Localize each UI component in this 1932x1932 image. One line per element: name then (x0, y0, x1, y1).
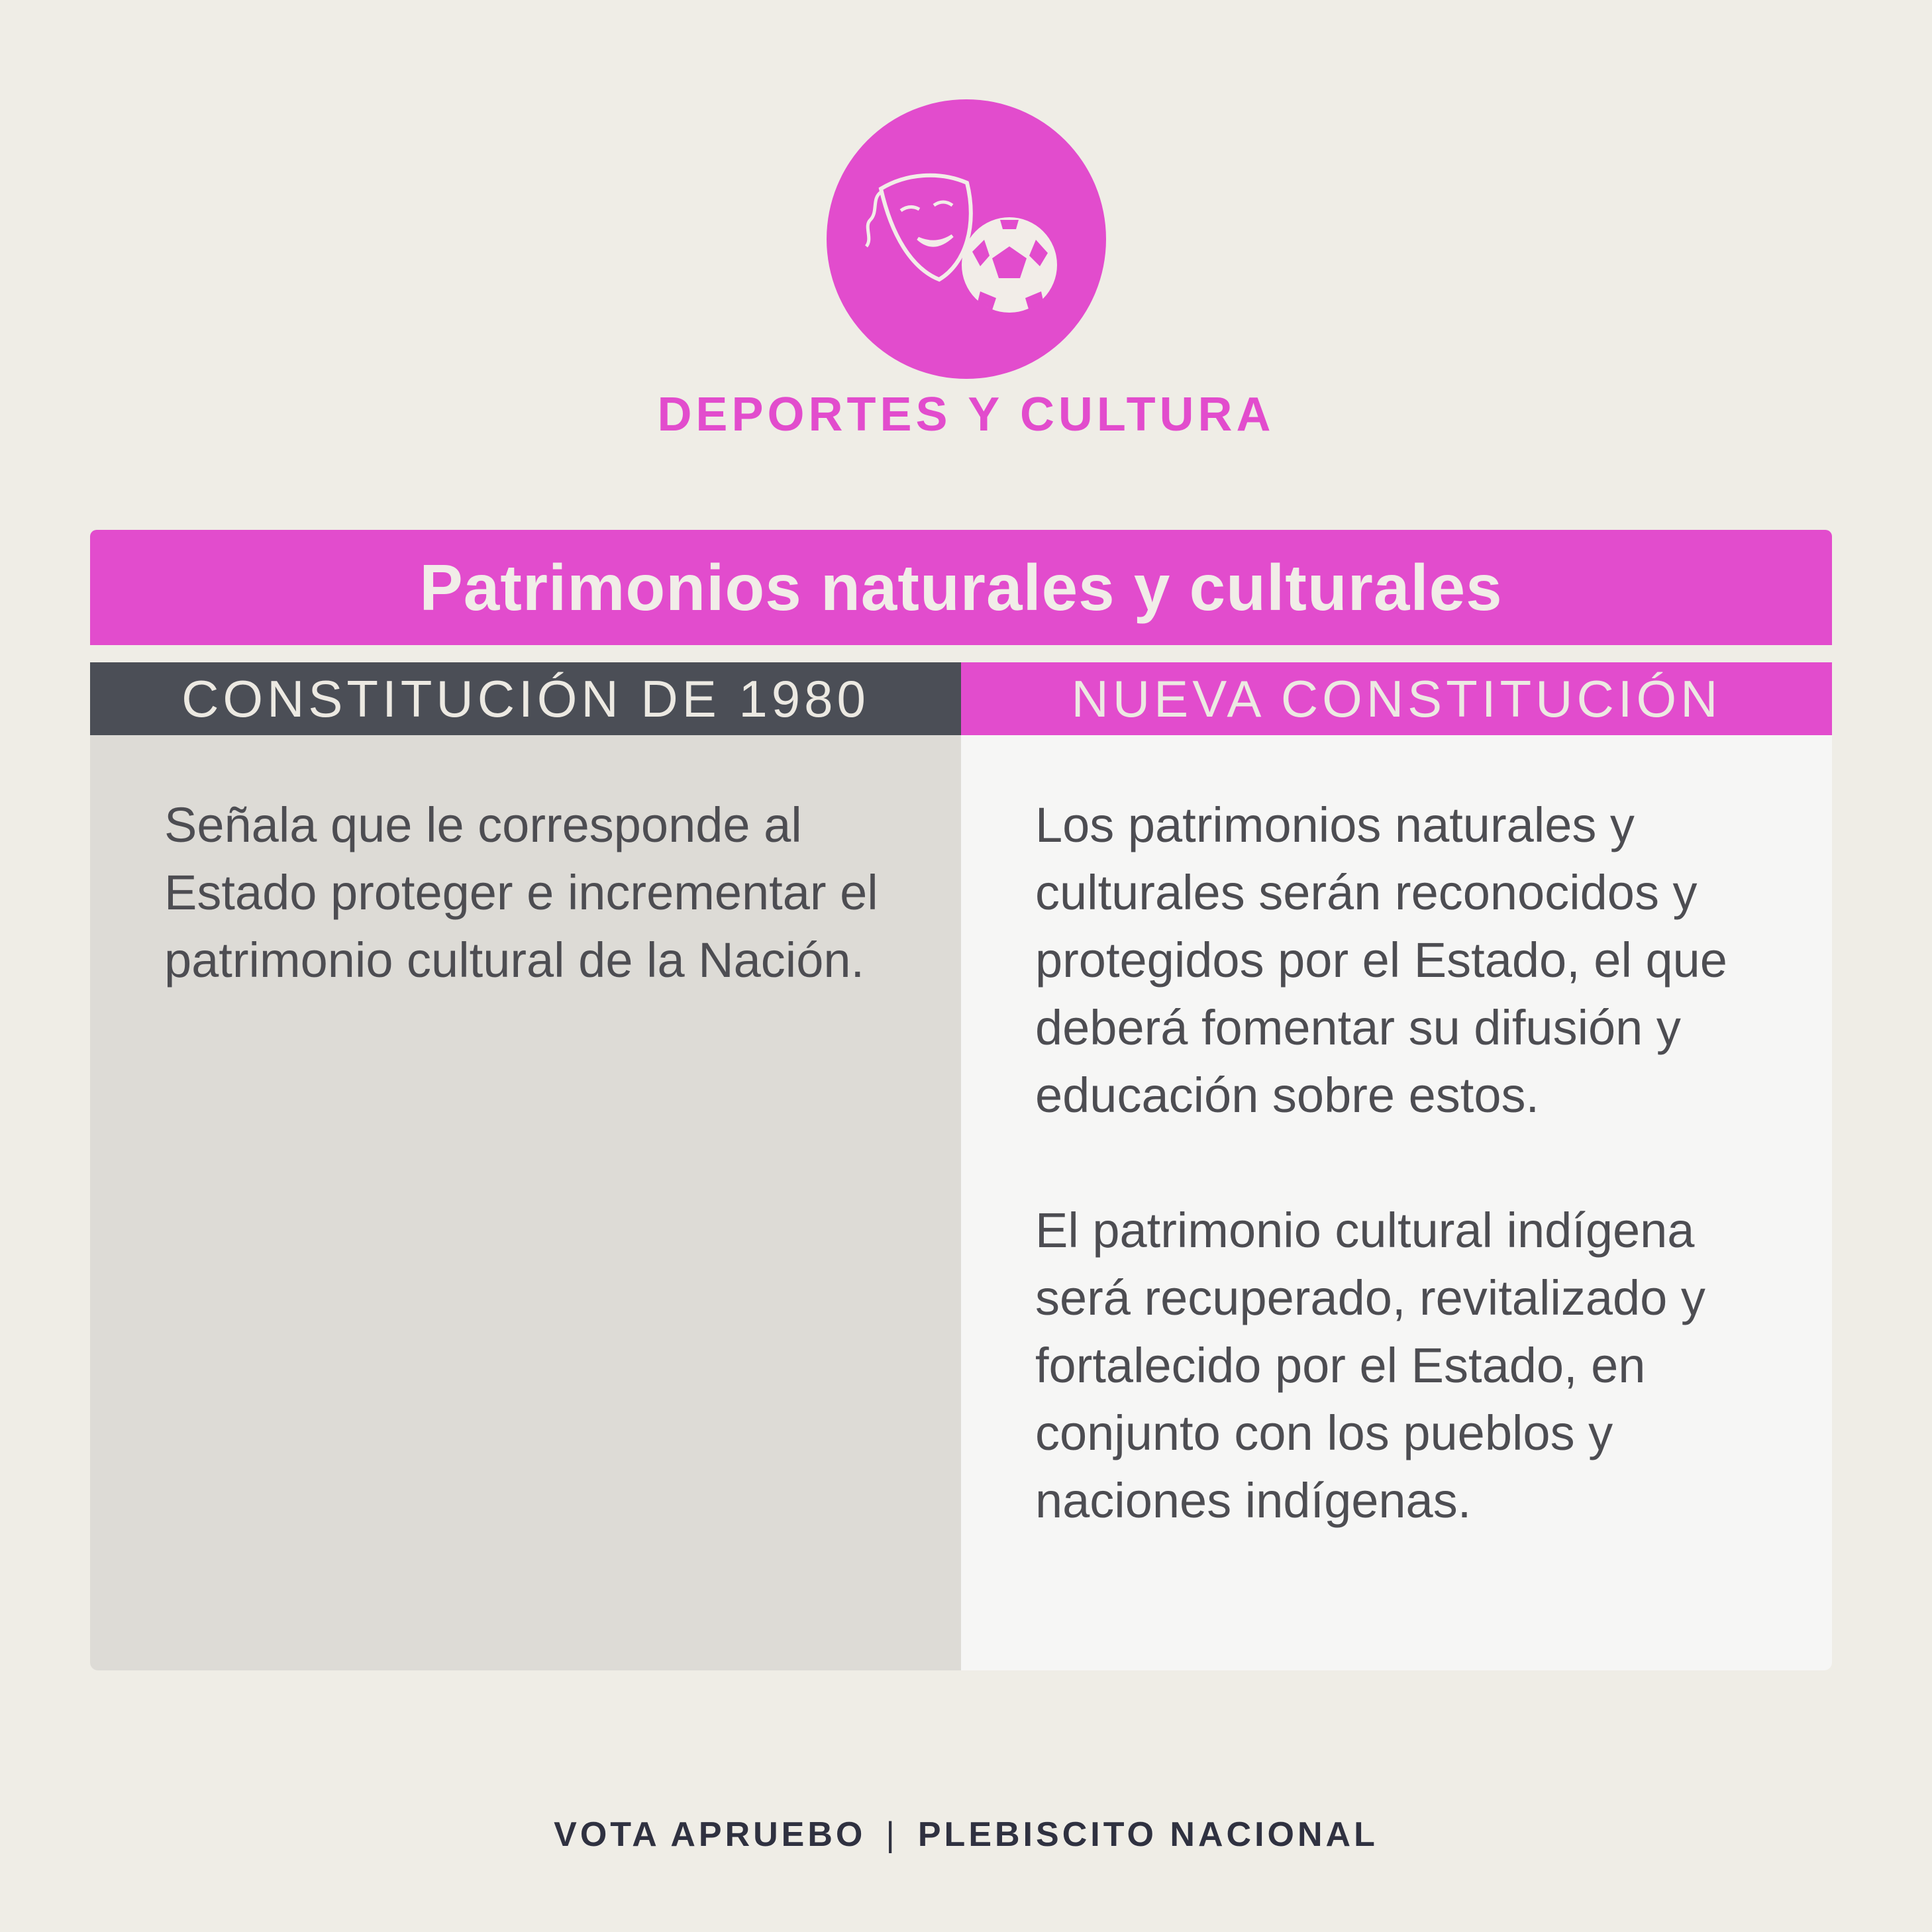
category-icon-badge (827, 99, 1106, 379)
column-body-1980: Señala que le corresponde al Estado prot… (90, 735, 961, 1670)
paragraph: Señala que le corresponde al Estado prot… (164, 797, 878, 988)
footer: VOTA APRUEBO | PLEBISCITO NACIONAL (0, 1815, 1932, 1855)
topic-title-bar: Patrimonios naturales y culturales (90, 530, 1832, 645)
category-label: DEPORTES Y CULTURA (657, 388, 1275, 441)
column-header-1980: CONSTITUCIÓN DE 1980 (90, 662, 961, 735)
footer-campaign: VOTA APRUEBO (554, 1815, 866, 1854)
paragraph: Los patrimonios naturales y culturales s… (1035, 797, 1727, 1123)
footer-separator: | (886, 1815, 898, 1854)
column-body-new-constitution: Los patrimonios naturales y culturales s… (961, 735, 1832, 1670)
theatre-mask-and-soccer-ball-icon (864, 173, 1057, 313)
paragraph: El patrimonio cultural indígena será rec… (1035, 1203, 1705, 1528)
footer-event: PLEBISCITO NACIONAL (917, 1815, 1378, 1854)
column-header-new-constitution: NUEVA CONSTITUCIÓN (961, 662, 1832, 735)
topic-title: Patrimonios naturales y culturales (419, 550, 1503, 624)
